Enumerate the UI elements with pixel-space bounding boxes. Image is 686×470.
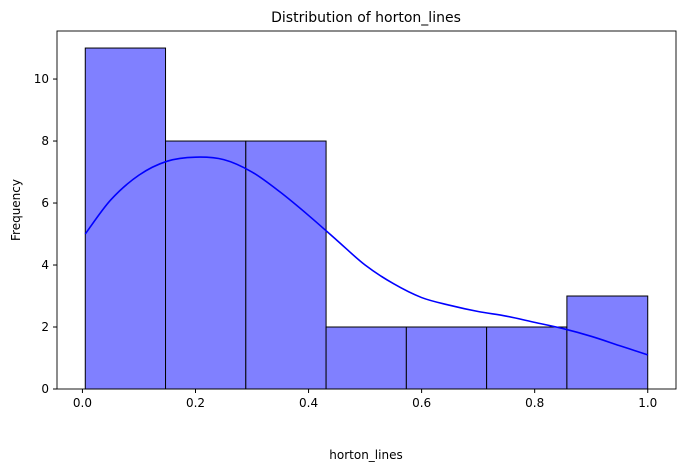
histogram-bar: [165, 140, 247, 390]
histogram-bar: [245, 140, 327, 390]
histogram-bar: [325, 326, 407, 390]
y-tick-label: 10: [34, 72, 49, 86]
x-axis-ticks: 0.0 0.2 0.4 0.6 0.8 1.0: [73, 389, 657, 410]
x-tick-label: 0.4: [299, 396, 318, 410]
bars-group: [84, 47, 649, 390]
chart-title: Distribution of horton_lines: [271, 10, 461, 26]
histogram-bar: [486, 326, 568, 390]
y-tick-label: 4: [41, 258, 49, 272]
y-axis-ticks: 0 2 4 6 8 10: [34, 72, 57, 396]
y-tick-label: 6: [41, 196, 49, 210]
y-axis-label: Frequency: [9, 179, 23, 241]
x-tick-label: 0.8: [525, 396, 544, 410]
y-tick-label: 8: [41, 134, 49, 148]
kde-curve: [84, 156, 648, 356]
histogram-bar: [405, 326, 488, 390]
y-tick-label: 0: [41, 382, 49, 396]
plot-frame: [56, 30, 677, 390]
histogram-bar: [566, 295, 649, 390]
x-tick-label: 1.0: [638, 396, 657, 410]
x-axis-label: horton_lines: [329, 448, 402, 462]
x-tick-label: 0.2: [186, 396, 205, 410]
x-tick-label: 0.0: [73, 396, 92, 410]
histogram-bar: [84, 47, 167, 390]
y-tick-label: 2: [41, 320, 49, 334]
x-tick-label: 0.6: [412, 396, 431, 410]
